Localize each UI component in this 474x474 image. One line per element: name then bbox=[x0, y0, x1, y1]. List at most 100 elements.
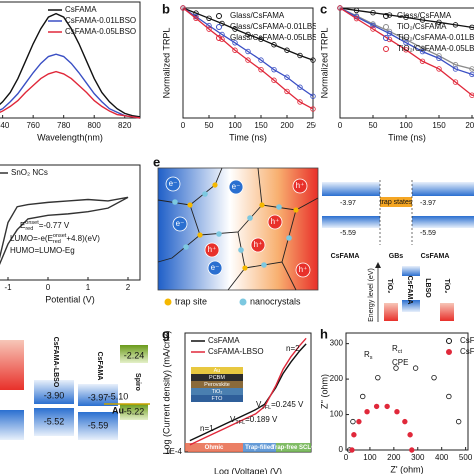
column-label: GBs bbox=[389, 253, 404, 260]
data-point bbox=[412, 365, 419, 371]
plot-frame bbox=[345, 332, 469, 451]
y-tick-label: 300 bbox=[330, 339, 344, 348]
data-point bbox=[403, 14, 409, 21]
legend-label: CsFAMA-0.05LBSO bbox=[65, 27, 136, 36]
annotation: HUMO=LUMO-Eg bbox=[10, 246, 75, 255]
vb-block bbox=[402, 300, 420, 312]
x-tick-label: 2 bbox=[126, 283, 131, 292]
layer-label: TiO₂ bbox=[443, 279, 450, 294]
x-tick-label: 50 bbox=[205, 121, 214, 130]
x-tick-label: 1 bbox=[86, 283, 91, 292]
legend-swatch bbox=[446, 338, 452, 344]
panel-f: -3.97 -3.97 trap states -5.59 -5.59 CsFA… bbox=[322, 180, 474, 322]
x-axis-label: Time (ns) bbox=[229, 132, 267, 142]
inset-layer bbox=[191, 395, 243, 402]
annotation-sub: TFL bbox=[261, 405, 271, 411]
level-label: -3.97 bbox=[420, 200, 436, 207]
region-label: Ohmic bbox=[205, 445, 224, 451]
data-point bbox=[419, 17, 426, 23]
data-point bbox=[258, 66, 264, 73]
data-point bbox=[297, 52, 303, 59]
electron-label: e⁻ bbox=[211, 263, 220, 272]
data-point bbox=[469, 71, 474, 78]
lumo-label: -2.24 bbox=[124, 350, 145, 360]
legend-label: CsFAMA-LBSO bbox=[460, 347, 474, 356]
data-point bbox=[403, 47, 409, 53]
data-point bbox=[245, 48, 251, 55]
annotation-text: HUMO=LUMO-Eg bbox=[10, 246, 75, 255]
data-point bbox=[353, 15, 360, 22]
legend-label: Glass/CsFAMA bbox=[230, 11, 285, 20]
data-point bbox=[403, 40, 409, 46]
y-axis-label: Z'' (ohm) bbox=[319, 374, 329, 409]
data-point bbox=[284, 74, 290, 80]
electron-label: e⁻ bbox=[232, 182, 241, 191]
au-label: Au bbox=[112, 405, 124, 415]
legend-label: TiO₂/CsFAMA-0.01LBSO bbox=[397, 33, 474, 42]
x-axis-label: Time (ns) bbox=[388, 132, 426, 142]
legend-label: Glass/CsFAMA-0.01LBSO bbox=[230, 22, 324, 31]
annotation-text: R bbox=[364, 350, 370, 359]
cb-block bbox=[402, 266, 420, 276]
homo-label: -5.52 bbox=[44, 416, 65, 426]
data-point bbox=[452, 66, 459, 72]
data-point bbox=[419, 45, 426, 51]
nanocrystals bbox=[172, 191, 292, 268]
electron-label: e⁻ bbox=[176, 219, 185, 228]
hole-label: h⁺ bbox=[271, 217, 280, 226]
annotation-text: V bbox=[256, 400, 262, 409]
legend-swatch bbox=[383, 35, 389, 41]
panel-letter: c bbox=[320, 1, 327, 16]
level-block bbox=[0, 410, 24, 440]
level-block bbox=[78, 412, 118, 440]
annotation-text: V bbox=[230, 415, 236, 424]
annotation-text: n=2 bbox=[286, 344, 300, 353]
x-tick-label: 100 bbox=[399, 121, 413, 130]
data-point bbox=[350, 418, 356, 425]
annotation: Eredonset=-0.77 V bbox=[20, 220, 70, 232]
x-tick-label: 300 bbox=[411, 453, 425, 462]
data-point bbox=[419, 48, 426, 55]
hole-label: h⁺ bbox=[254, 240, 263, 249]
legend-label: CsFAMA-LBSO bbox=[208, 347, 264, 356]
annotation: VTFL=0.189 V bbox=[230, 415, 278, 426]
series-line bbox=[339, 7, 474, 77]
inset-layer-label: TiO₂ bbox=[212, 389, 223, 395]
data-point bbox=[351, 432, 357, 438]
y-tick-label: 200 bbox=[330, 374, 344, 383]
vb-block bbox=[440, 303, 454, 321]
x-tick-label: 50 bbox=[369, 121, 378, 130]
series-line bbox=[0, 70, 141, 119]
x-tick-label: 740 bbox=[0, 121, 10, 130]
data-point bbox=[245, 31, 251, 38]
data-point bbox=[436, 19, 442, 25]
series-line bbox=[339, 7, 474, 72]
plot-frame bbox=[339, 7, 474, 119]
annotation-sub: red bbox=[25, 226, 33, 232]
annotation-text: n=1 bbox=[200, 424, 214, 433]
column-label: Spiro bbox=[134, 373, 141, 391]
column-label: CsFAMA bbox=[96, 352, 103, 381]
series-line bbox=[339, 7, 474, 96]
x-tick-label: 780 bbox=[57, 121, 71, 130]
legend-label: CsFAMA-0.01LBSO bbox=[65, 16, 136, 25]
data-point bbox=[419, 58, 426, 64]
cb-block bbox=[412, 182, 474, 196]
y-tick-label: 1E-4 bbox=[165, 447, 182, 456]
x-tick-label: 150 bbox=[432, 121, 446, 130]
annotation-text: LUMO=-e(E bbox=[10, 234, 53, 243]
data-point bbox=[258, 36, 264, 42]
column-label: CsFAMA-LBSO bbox=[52, 337, 59, 388]
annotation-sup: onset bbox=[25, 220, 39, 226]
inset-layer bbox=[191, 381, 243, 388]
plot-frame bbox=[0, 1, 141, 119]
inset-layer-label: FTO bbox=[212, 396, 224, 402]
series-line bbox=[0, 196, 129, 266]
data-point bbox=[310, 93, 316, 99]
level-block bbox=[34, 408, 74, 436]
x-axis-label: Z' (ohm) bbox=[390, 464, 423, 474]
level-block bbox=[120, 404, 148, 420]
plot-frame bbox=[0, 164, 141, 281]
